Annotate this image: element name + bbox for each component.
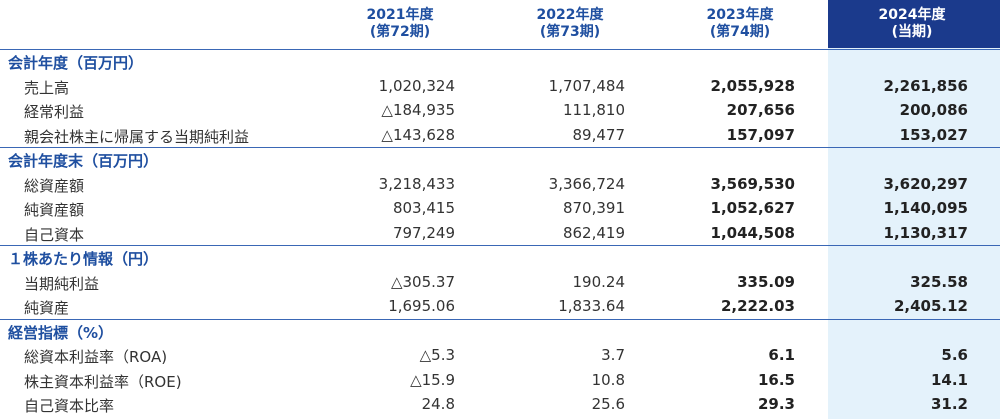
cell-value: 14.1 [930, 370, 968, 389]
cell-value: 157,097 [726, 125, 795, 144]
column-year: 2023年度 [706, 7, 774, 23]
cell-value: 24.8 [421, 395, 455, 413]
section-title: 経営指標（%） [8, 323, 114, 342]
cell-value: 870,391 [562, 199, 625, 217]
cell-value: △305.37 [390, 272, 455, 291]
section-rule [0, 318, 1000, 320]
cell-value: 25.6 [591, 395, 625, 413]
cell-value: 2,055,928 [710, 76, 795, 95]
cell-value: 1,833.64 [558, 297, 625, 315]
cell-value: 2,261,856 [883, 76, 968, 95]
cell-value: 803,415 [392, 199, 455, 217]
column-period: (当期) [891, 24, 933, 40]
cell-value: 153,027 [899, 125, 968, 144]
cell-value: 111,810 [562, 101, 625, 119]
row-label: 親会社株主に帰属する当期純利益 [24, 127, 250, 146]
cell-value: 335.09 [737, 272, 795, 291]
column-period: (第73期) [539, 24, 601, 40]
cell-value: 1,052,627 [710, 199, 795, 217]
section-title: １株あたり情報（円） [8, 250, 159, 268]
column-period: (第74期) [709, 24, 771, 40]
cell-value: 16.5 [757, 370, 795, 389]
cell-value: 797,249 [392, 223, 455, 242]
cell-value: △143,628 [381, 125, 455, 144]
cell-value: 1,140,095 [883, 199, 968, 217]
section-rule [0, 147, 1000, 148]
cell-value: 1,020,324 [378, 76, 455, 95]
cell-value: 31.2 [930, 395, 968, 413]
cell-value: 207,656 [726, 101, 795, 119]
current-year-header-bg [828, 0, 1000, 48]
cell-value: 2,222.03 [720, 297, 795, 315]
cell-value: 862,419 [562, 223, 625, 242]
cell-value: 1,130,317 [883, 223, 968, 242]
row-label: 純資産額 [24, 201, 85, 219]
cell-value: 1,707,484 [548, 76, 625, 95]
cell-value: 6.1 [768, 346, 795, 364]
row-label: 総資本利益率（ROA) [24, 348, 168, 366]
cell-value: 190.24 [572, 272, 626, 291]
cell-value: 3.7 [601, 346, 625, 364]
section-rule [0, 245, 1000, 246]
cell-value: 3,366,724 [548, 174, 625, 193]
section-rule [0, 49, 1000, 50]
cell-value: 3,569,530 [710, 174, 795, 193]
cell-value: △15.9 [410, 370, 455, 389]
cell-value: 5.6 [941, 346, 968, 364]
cell-value: 89,477 [572, 125, 626, 144]
row-label: 経常利益 [24, 103, 85, 121]
cell-value: 1,695.06 [388, 297, 455, 315]
row-label: 株主資本利益率（ROE) [24, 372, 182, 391]
row-label: 純資産 [24, 299, 70, 317]
cell-value: 200,086 [899, 101, 968, 119]
cell-value: △5.3 [419, 346, 455, 364]
cell-value: 1,044,508 [710, 223, 795, 242]
cell-value: 10.8 [591, 370, 625, 389]
cell-value: 325.58 [910, 272, 968, 291]
row-label: 当期純利益 [24, 274, 100, 293]
column-period: (第72期) [369, 24, 431, 40]
column-year: 2021年度 [366, 7, 434, 23]
cell-value: 2,405.12 [893, 297, 968, 315]
column-year: 2024年度 [878, 7, 946, 23]
cell-value: 3,218,433 [378, 174, 455, 193]
current-year-column-bg [828, 48, 1000, 419]
section-title: 会計年度（百万円） [8, 54, 144, 72]
column-year: 2022年度 [536, 7, 604, 23]
row-label: 自己資本 [24, 225, 85, 244]
row-label: 自己資本比率 [24, 397, 115, 415]
row-label: 総資産額 [24, 176, 85, 195]
cell-value: 29.3 [757, 395, 795, 413]
cell-value: △184,935 [381, 101, 455, 119]
cell-value: 3,620,297 [883, 174, 968, 193]
row-label: 売上高 [24, 78, 70, 97]
section-title: 会計年度末（百万円） [8, 152, 159, 170]
